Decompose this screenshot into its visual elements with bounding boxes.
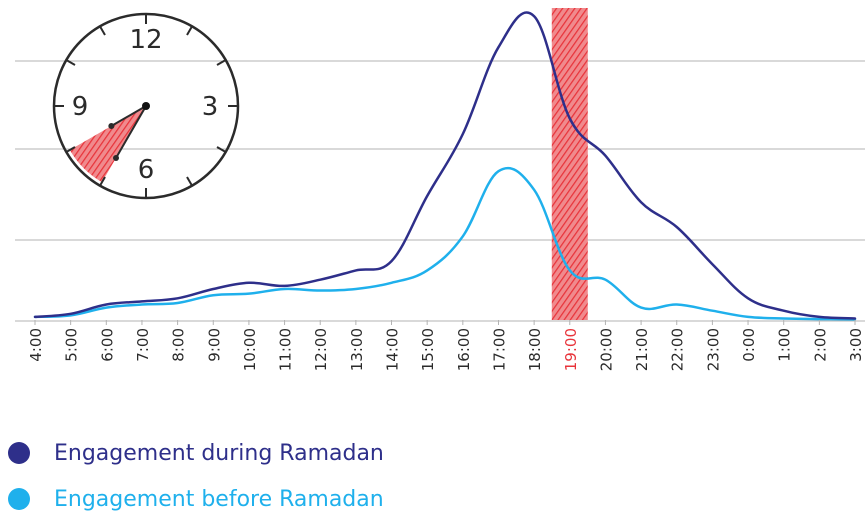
x-tick-label: 1:00	[776, 328, 794, 362]
x-tick-label: 2:00	[811, 328, 829, 362]
x-tick-label: 0:00	[740, 328, 758, 362]
x-tick-label: 11:00	[277, 328, 295, 371]
x-tick-label: 6:00	[98, 328, 116, 362]
highlight-band	[551, 8, 588, 320]
clock-number: 3	[202, 92, 219, 122]
x-tick-label: 9:00	[205, 328, 223, 362]
engagement-chart: 4:00 5:00 6:00 7:00 8:00 9:00 10:00 11:00 12:00 1…	[15, 8, 865, 371]
clock-icon: 12 3 6 9	[52, 12, 240, 200]
clock-tick	[186, 25, 193, 36]
legend-dot-before	[8, 488, 30, 510]
clock-hand-tip	[108, 123, 115, 129]
x-tick-label: 13:00	[348, 328, 366, 371]
legend-item-during: Engagement during Ramadan	[8, 430, 384, 476]
clock-tick	[216, 59, 227, 66]
x-tick-label: 7:00	[134, 328, 152, 362]
clock-tick	[186, 176, 193, 187]
x-tick-label: 19:00	[562, 328, 580, 371]
clock-tick	[216, 146, 227, 153]
x-tick-label: 14:00	[384, 328, 402, 371]
clock-tick	[65, 146, 76, 153]
series-line-before	[33, 166, 857, 321]
clock-number: 12	[129, 25, 162, 55]
x-tick-label: 21:00	[633, 328, 651, 371]
x-tick-label: 18:00	[526, 328, 544, 371]
clock-number: 6	[138, 155, 155, 185]
clock-hand-short	[110, 105, 147, 127]
legend-label-before: Engagement before Ramadan	[54, 486, 384, 512]
legend: Engagement during Ramadan Engagement bef…	[8, 430, 384, 522]
legend-item-before: Engagement before Ramadan	[8, 476, 384, 522]
highlight-band-19	[551, 8, 588, 320]
series-line-during	[33, 11, 857, 320]
x-tick-label: 23:00	[704, 328, 722, 371]
x-tick-label: 3:00	[847, 328, 865, 362]
x-tick-label: 17:00	[490, 328, 508, 371]
clock-hand-tip	[113, 154, 119, 161]
x-tick-label: 12:00	[312, 328, 330, 371]
clock-number: 9	[72, 92, 89, 122]
x-tick-label: 20:00	[597, 328, 615, 371]
x-tick-label: 16:00	[455, 328, 473, 371]
x-tick-label: 22:00	[669, 328, 687, 371]
legend-dot-during	[8, 442, 30, 464]
x-tick-label: 8:00	[170, 328, 188, 362]
x-tick-label: 4:00	[27, 328, 45, 362]
clock-tick	[65, 59, 76, 66]
x-tick-label: 10:00	[241, 328, 259, 371]
legend-label-during: Engagement during Ramadan	[54, 440, 384, 466]
x-axis-ticks: 4:00 5:00 6:00 7:00 8:00 9:00 10:00 11:00 12:00 1…	[27, 320, 865, 371]
clock-tick	[99, 25, 106, 36]
series-lines	[33, 11, 857, 321]
gridlines	[15, 60, 865, 322]
x-tick-label: 15:00	[419, 328, 437, 371]
clock-center	[142, 102, 150, 110]
x-tick-label: 5:00	[63, 328, 81, 362]
clock-hand-long	[115, 105, 147, 159]
clock-tick	[99, 176, 106, 187]
clock-highlight-sector	[69, 106, 146, 183]
